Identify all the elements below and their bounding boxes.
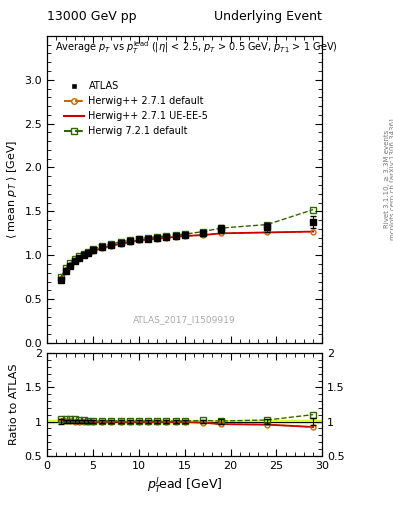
Text: Average $p_T$ vs $p_T^{\mathrm{lead}}$ ($|\eta|$ < 2.5, $p_T$ > 0.5 GeV, $p_{T1}: Average $p_T$ vs $p_T^{\mathrm{lead}}$ (… xyxy=(55,39,338,56)
Y-axis label: Ratio to ATLAS: Ratio to ATLAS xyxy=(9,364,19,445)
Y-axis label: $\langle$ mean $p_T$ $\rangle$ [GeV]: $\langle$ mean $p_T$ $\rangle$ [GeV] xyxy=(5,140,19,239)
Text: Underlying Event: Underlying Event xyxy=(215,10,322,23)
Text: ATLAS_2017_I1509919: ATLAS_2017_I1509919 xyxy=(133,315,236,325)
Legend: ATLAS, Herwig++ 2.7.1 default, Herwig++ 2.7.1 UE-EE-5, Herwig 7.2.1 default: ATLAS, Herwig++ 2.7.1 default, Herwig++ … xyxy=(60,77,212,140)
Text: Rivet 3.1.10, ≥ 3.3M events: Rivet 3.1.10, ≥ 3.3M events xyxy=(384,130,390,228)
X-axis label: $p_T^l\!$ead [GeV]: $p_T^l\!$ead [GeV] xyxy=(147,476,222,496)
Bar xyxy=(47,420,322,423)
Text: mcplots.cern.ch [arXiv:1306.3436]: mcplots.cern.ch [arXiv:1306.3436] xyxy=(389,118,393,240)
Text: 13000 GeV pp: 13000 GeV pp xyxy=(47,10,137,23)
